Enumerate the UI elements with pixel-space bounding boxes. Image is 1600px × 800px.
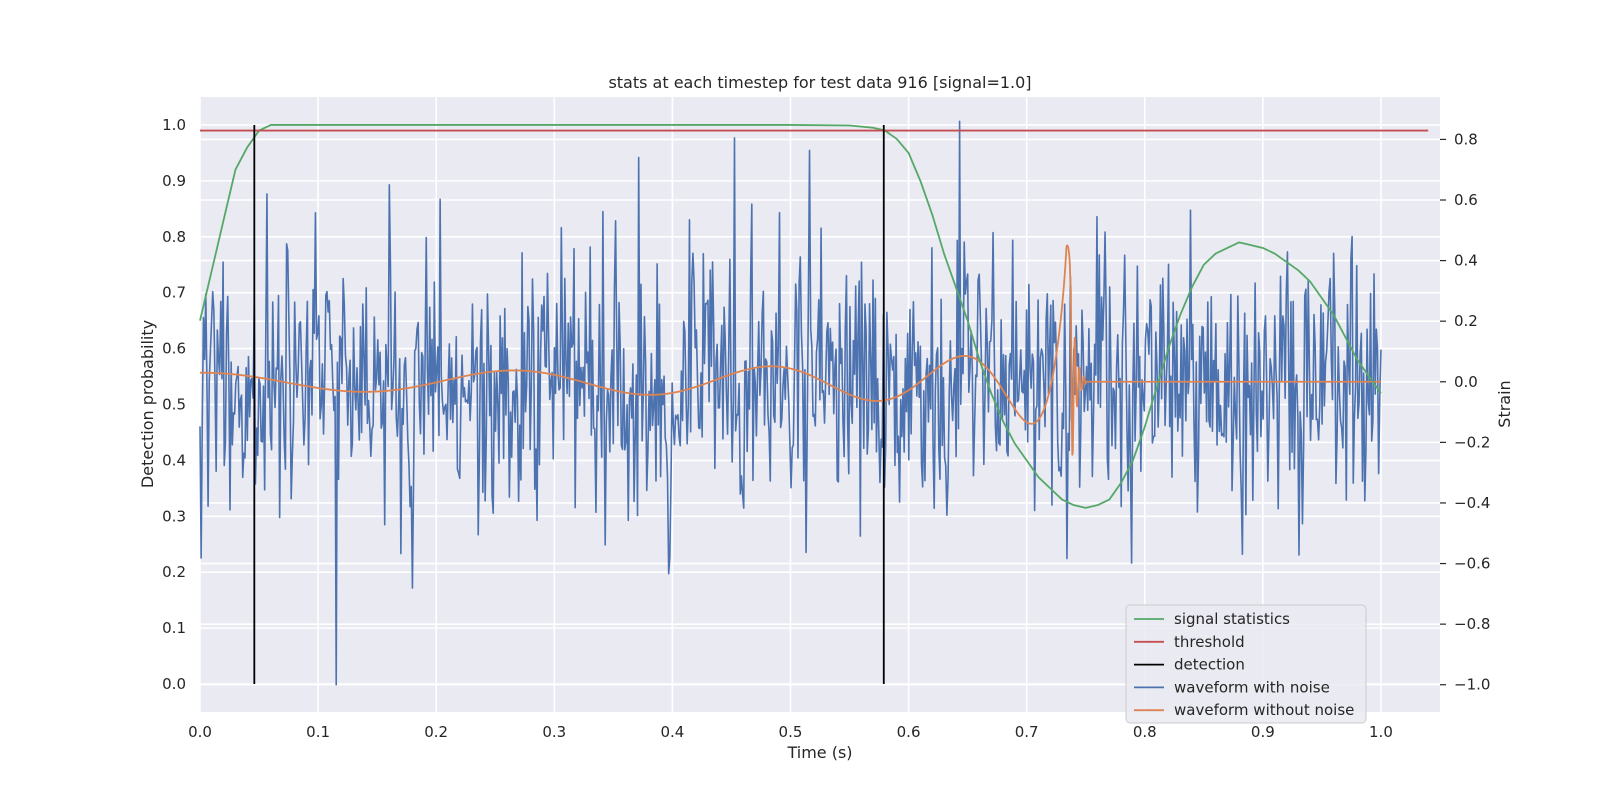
y-tick-label: 0.3 <box>162 507 186 525</box>
y-axis-label: Detection probability <box>138 320 157 488</box>
right-tick-label: −1.0 <box>1454 676 1490 694</box>
right-tick-label: 0.6 <box>1454 191 1478 209</box>
y-tick-label: 0.1 <box>162 619 186 637</box>
y-tick-label: 0.8 <box>162 228 186 246</box>
right-tick-label: 0.0 <box>1454 373 1478 391</box>
right-tick-label: −0.6 <box>1454 555 1490 573</box>
x-tick-label: 0.0 <box>188 723 212 741</box>
right-tick-label: −0.2 <box>1454 433 1490 451</box>
y-tick-label: 1.0 <box>162 116 186 134</box>
legend-label: waveform without noise <box>1174 701 1354 719</box>
y-axis-ticks: 0.0 0.1 0.2 0.3 0.4 0.5 0.6 0.7 0.8 0.9 1.0 <box>162 116 186 693</box>
x-tick-label: 0.8 <box>1133 723 1157 741</box>
series-layer <box>199 120 1429 686</box>
y-tick-label: 0.2 <box>162 563 186 581</box>
chart-title: stats at each timestep for test data 916… <box>608 73 1031 92</box>
legend: signal statistics threshold detection wavef… <box>1125 604 1367 724</box>
right-tick-label: 0.4 <box>1454 252 1478 270</box>
right-tick-label: 0.2 <box>1454 312 1478 330</box>
series-line-signal-statistics <box>199 124 1382 509</box>
y-tick-label: 0.7 <box>162 284 186 302</box>
y-tick-label: 0.4 <box>162 451 186 469</box>
legend-box <box>1125 604 1367 724</box>
x-tick-label: 1.0 <box>1369 723 1393 741</box>
y-tick-label: 0.6 <box>162 340 186 358</box>
legend-label: threshold <box>1174 633 1245 651</box>
x-tick-label: 0.1 <box>306 723 330 741</box>
y-tick-label: 0.0 <box>162 675 186 693</box>
right-axis-label: Strain <box>1495 380 1514 427</box>
series-line-waveform-without-noise <box>199 244 1382 456</box>
x-axis-label: Time (s) <box>786 743 852 762</box>
x-tick-label: 0.7 <box>1015 723 1039 741</box>
x-tick-label: 0.9 <box>1251 723 1275 741</box>
x-tick-label: 0.6 <box>897 723 921 741</box>
right-tick-label: −0.8 <box>1454 615 1490 633</box>
legend-label: detection <box>1174 656 1245 674</box>
legend-label: waveform with noise <box>1174 678 1330 696</box>
y-tick-label: 0.5 <box>162 396 186 414</box>
right-tick-label: −0.4 <box>1454 494 1490 512</box>
legend-label: signal statistics <box>1174 610 1290 628</box>
x-tick-label: 0.4 <box>660 723 684 741</box>
y-tick-label: 0.9 <box>162 172 186 190</box>
x-tick-label: 0.2 <box>424 723 448 741</box>
right-tick-label: 0.8 <box>1454 130 1478 148</box>
x-axis-ticks: 0.0 0.1 0.2 0.3 0.4 0.5 0.6 0.7 0.8 0.9 1.0 <box>188 723 1393 741</box>
right-axis-ticks: −1.0 −0.8 −0.6 −0.4 −0.2 0.0 0.2 0.4 0.6 0.8 <box>1440 130 1490 694</box>
x-tick-label: 0.5 <box>779 723 803 741</box>
x-tick-label: 0.3 <box>542 723 566 741</box>
series-line-waveform-with-noise <box>199 120 1382 686</box>
